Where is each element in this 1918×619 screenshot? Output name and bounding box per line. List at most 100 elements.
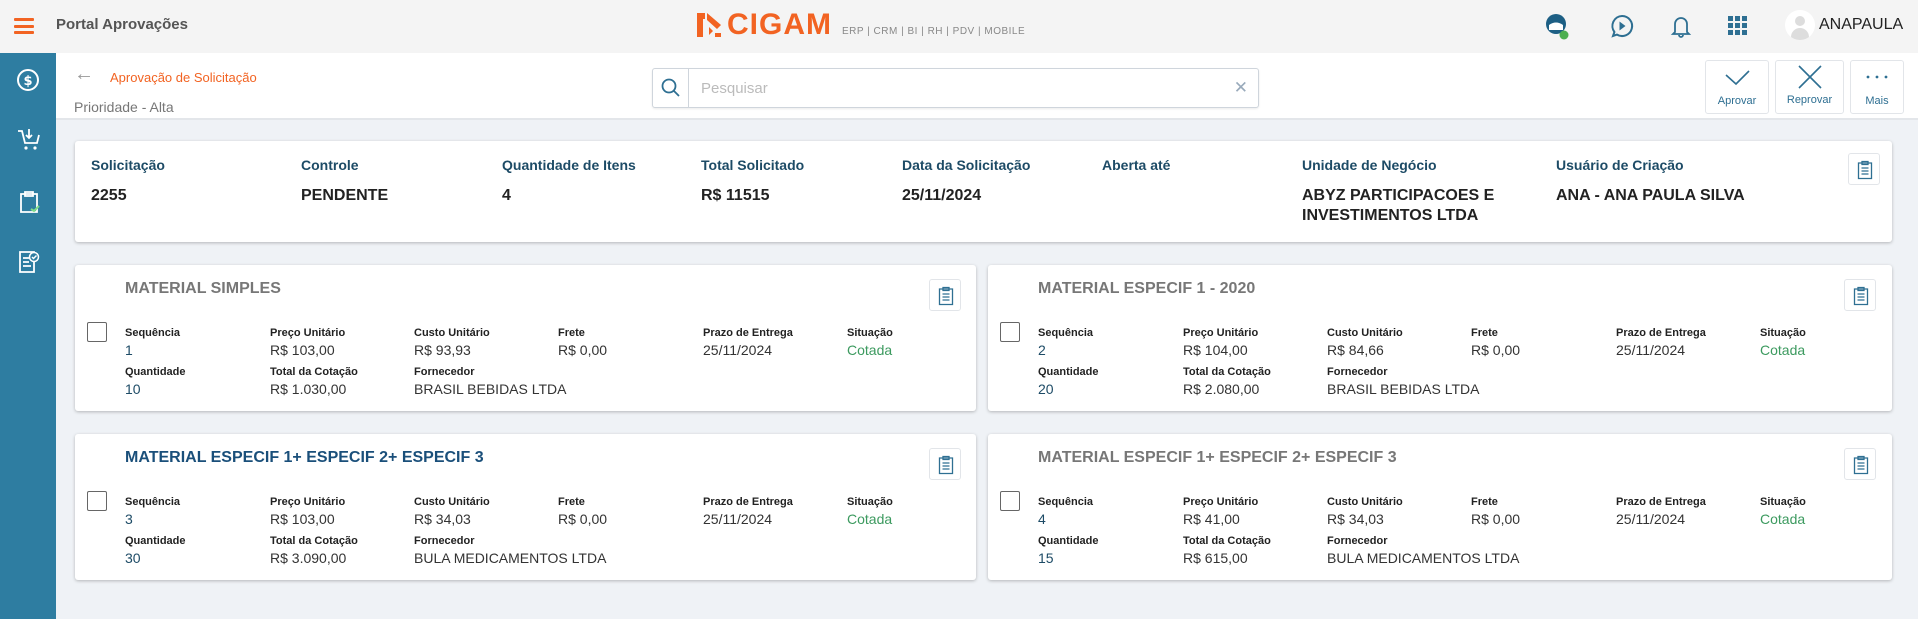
- item-checkbox[interactable]: [87, 491, 107, 511]
- cigam-logo: CIGAM ERP | CRM | BI | RH | PDV | MOBILE: [695, 10, 1025, 40]
- field-deadline: Prazo de Entrega 25/11/2024: [703, 327, 793, 358]
- field-value: R$ 41,00: [1183, 511, 1240, 527]
- summary-field: Usuário de Criação ANA - ANA PAULA SILVA: [1556, 157, 1756, 206]
- item-details-button[interactable]: [929, 448, 961, 480]
- reject-button[interactable]: Reprovar: [1775, 60, 1844, 114]
- field-value: 3: [125, 511, 133, 527]
- summary-details-button[interactable]: [1848, 153, 1880, 185]
- clipboard-check-icon[interactable]: [16, 189, 42, 215]
- clipboard-icon: [1853, 455, 1869, 475]
- clear-search-icon[interactable]: ✕: [1233, 78, 1248, 97]
- field-value: 25/11/2024: [1616, 511, 1686, 527]
- item-title[interactable]: MATERIAL ESPECIF 1+ ESPECIF 2+ ESPECIF 3: [125, 449, 484, 466]
- item-card: MATERIAL SIMPLES Sequência 1 Preço Unitário…: [75, 265, 976, 411]
- summary-value: 25/11/2024: [902, 187, 982, 204]
- summary-field: Total Solicitado R$ 11515: [701, 157, 901, 206]
- field-label: Frete: [558, 496, 585, 508]
- field-value: R$ 0,00: [1471, 511, 1521, 527]
- field-value: 20: [1038, 381, 1054, 397]
- back-arrow-icon[interactable]: ←: [74, 63, 94, 85]
- field-total: Total da Cotação R$ 3.090,00: [270, 535, 358, 566]
- field-label: Quantidade: [1038, 535, 1099, 547]
- field-label: Custo Unitário: [1327, 496, 1403, 508]
- field-label: Quantidade: [125, 366, 186, 378]
- video-chat-icon[interactable]: [1608, 12, 1636, 40]
- field-label: Total da Cotação: [1183, 366, 1271, 378]
- approve-button[interactable]: Aprovar: [1705, 60, 1769, 114]
- item-card: MATERIAL ESPECIF 1+ ESPECIF 2+ ESPECIF 3…: [988, 434, 1892, 580]
- item-card: MATERIAL ESPECIF 1+ ESPECIF 2+ ESPECIF 3…: [75, 434, 976, 580]
- field-value: R$ 34,03: [414, 511, 471, 527]
- breadcrumb[interactable]: Aprovação de Solicitação: [110, 70, 257, 85]
- field-label: Custo Unitário: [1327, 327, 1403, 339]
- item-title[interactable]: MATERIAL ESPECIF 1+ ESPECIF 2+ ESPECIF 3: [1038, 449, 1397, 466]
- svg-text:$: $: [23, 74, 32, 89]
- item-details-button[interactable]: [1844, 279, 1876, 311]
- field-value: R$ 104,00: [1183, 342, 1248, 358]
- field-status: Situação Cotada: [847, 496, 893, 527]
- field-seq: Sequência 2: [1038, 327, 1093, 358]
- more-button[interactable]: Mais: [1850, 60, 1904, 114]
- summary-value: ABYZ PARTICIPACOES E INVESTIMENTOS LTDA: [1302, 187, 1495, 224]
- checklist-icon[interactable]: [16, 249, 42, 275]
- support-agent-icon[interactable]: [1543, 12, 1571, 40]
- field-label: Custo Unitário: [414, 327, 490, 339]
- summary-value: 2255: [91, 187, 127, 204]
- summary-label: Usuário de Criação: [1556, 157, 1684, 173]
- avatar: [1785, 10, 1815, 40]
- item-title[interactable]: MATERIAL ESPECIF 1 - 2020: [1038, 280, 1256, 297]
- field-label: Preço Unitário: [1183, 327, 1259, 339]
- summary-label: Unidade de Negócio: [1302, 157, 1437, 173]
- item-details-button[interactable]: [1844, 448, 1876, 480]
- sub-header: ← Aprovação de Solicitação Prioridade - …: [56, 53, 1918, 120]
- field-label: Total da Cotação: [270, 535, 358, 547]
- field-total: Total da Cotação R$ 1.030,00: [270, 366, 358, 397]
- field-supplier: Fornecedor BRASIL BEBIDAS LTDA: [1327, 366, 1480, 397]
- field-qty: Quantidade 30: [125, 535, 186, 566]
- field-value: R$ 0,00: [558, 511, 608, 527]
- field-label: Fornecedor: [414, 366, 475, 378]
- field-label: Situação: [847, 327, 893, 339]
- item-card: MATERIAL ESPECIF 1 - 2020 Sequência 2 Preço…: [988, 265, 1892, 411]
- item-checkbox[interactable]: [87, 322, 107, 342]
- field-label: Fornecedor: [1327, 366, 1388, 378]
- field-label: Sequência: [1038, 496, 1094, 508]
- field-cost: Custo Unitário R$ 34,03: [1327, 496, 1403, 527]
- item-checkbox[interactable]: [1000, 491, 1020, 511]
- search-button[interactable]: [653, 69, 689, 107]
- field-deadline: Prazo de Entrega 25/11/2024: [1616, 327, 1706, 358]
- field-label: Quantidade: [125, 535, 186, 547]
- field-seq: Sequência 1: [125, 327, 180, 358]
- field-label: Prazo de Entrega: [703, 327, 793, 339]
- field-label: Total da Cotação: [270, 366, 358, 378]
- more-dots-icon: [1866, 75, 1888, 79]
- item-title[interactable]: MATERIAL SIMPLES: [125, 280, 281, 297]
- clipboard-icon: [938, 286, 954, 306]
- user-menu[interactable]: ANAPAULA: [1785, 10, 1903, 40]
- field-value: BRASIL BEBIDAS LTDA: [414, 381, 567, 397]
- summary-field: Unidade de Negócio ABYZ PARTICIPACOES E I…: [1302, 157, 1502, 226]
- field-value: Cotada: [1760, 511, 1806, 527]
- summary-value: ANA - ANA PAULA SILVA: [1556, 187, 1745, 204]
- field-status: Situação Cotada: [1760, 496, 1806, 527]
- field-seq: Sequência 4: [1038, 496, 1093, 527]
- field-label: Total da Cotação: [1183, 535, 1271, 547]
- field-supplier: Fornecedor BRASIL BEBIDAS LTDA: [414, 366, 567, 397]
- sidebar: $: [0, 53, 56, 619]
- cart-download-icon[interactable]: [16, 127, 42, 153]
- search-input[interactable]: [701, 77, 1201, 99]
- field-label: Prazo de Entrega: [1616, 496, 1706, 508]
- notifications-bell-icon[interactable]: [1667, 12, 1695, 40]
- menu-icon[interactable]: [14, 18, 34, 34]
- field-label: Prazo de Entrega: [703, 496, 793, 508]
- item-details-button[interactable]: [929, 279, 961, 311]
- field-cost: Custo Unitário R$ 84,66: [1327, 327, 1403, 358]
- field-value: Cotada: [847, 342, 893, 358]
- field-value: R$ 0,00: [1471, 342, 1521, 358]
- item-checkbox[interactable]: [1000, 322, 1020, 342]
- money-icon[interactable]: $: [16, 67, 42, 93]
- more-label: Mais: [1865, 95, 1889, 107]
- field-label: Situação: [1760, 496, 1806, 508]
- summary-field: Data da Solicitação 25/11/2024: [902, 157, 1102, 206]
- apps-grid-icon[interactable]: [1724, 12, 1752, 40]
